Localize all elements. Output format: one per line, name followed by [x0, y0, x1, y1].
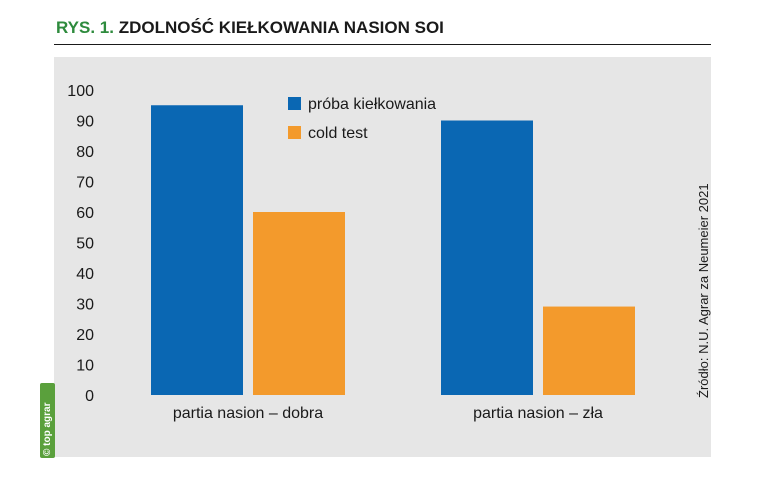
- legend-label: cold test: [308, 125, 368, 142]
- y-tick-label: 60: [76, 205, 94, 222]
- chart-title: RYS. 1. ZDOLNOŚĆ KIEŁKOWANIA NASION SOI: [56, 18, 444, 38]
- y-tick-label: 50: [76, 236, 94, 253]
- bar-cold-test-1: [543, 306, 635, 395]
- top-agrar-badge: © top agrar: [40, 383, 55, 458]
- bar-cold-test-0: [253, 212, 345, 395]
- figure-number: RYS. 1.: [56, 18, 114, 37]
- bar-proba-kielkowania-1: [441, 120, 533, 395]
- y-tick-label: 100: [67, 83, 94, 100]
- figure-title: ZDOLNOŚĆ KIEŁKOWANIA NASION SOI: [118, 18, 444, 37]
- y-tick-label: 40: [76, 266, 94, 283]
- legend-swatch: [288, 97, 301, 110]
- y-tick-label: 70: [76, 175, 94, 192]
- legend-label: próba kiełkowania: [308, 96, 436, 113]
- y-tick-label: 90: [76, 114, 94, 131]
- source-text: Źródło: N.U. Agrar za Neumeier 2021: [696, 183, 711, 398]
- x-category-label: partia nasion – dobra: [173, 405, 323, 422]
- x-category-label: partia nasion – zła: [473, 405, 603, 422]
- title-divider: [54, 44, 711, 45]
- y-tick-label: 10: [76, 358, 94, 375]
- source-note: Źródło: N.U. Agrar za Neumeier 2021: [696, 180, 714, 400]
- badge-text: © top agrar: [42, 402, 53, 457]
- y-tick-label: 20: [76, 327, 94, 344]
- y-tick-label: 0: [85, 388, 94, 405]
- y-tick-label: 30: [76, 297, 94, 314]
- bar-proba-kielkowania-0: [151, 105, 243, 395]
- y-tick-label: 80: [76, 144, 94, 161]
- legend-swatch: [288, 126, 301, 139]
